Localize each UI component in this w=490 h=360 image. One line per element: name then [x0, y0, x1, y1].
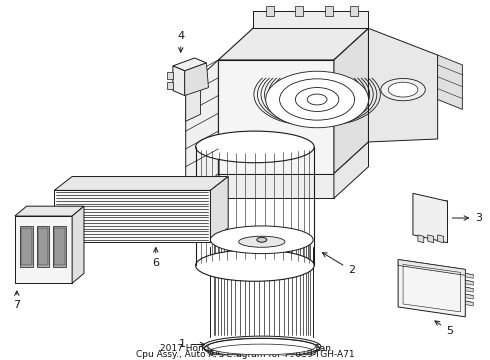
- Polygon shape: [334, 142, 368, 198]
- Ellipse shape: [388, 82, 418, 97]
- Polygon shape: [398, 260, 465, 275]
- Text: Cpu Assy., Auto A/C Diagram for 79610-TGH-A71: Cpu Assy., Auto A/C Diagram for 79610-TG…: [136, 350, 354, 359]
- Text: 2: 2: [322, 253, 355, 275]
- Polygon shape: [167, 82, 173, 89]
- Polygon shape: [466, 273, 473, 278]
- Polygon shape: [219, 28, 368, 60]
- Polygon shape: [37, 226, 49, 267]
- Polygon shape: [413, 193, 447, 243]
- Polygon shape: [466, 294, 473, 299]
- Polygon shape: [212, 354, 222, 360]
- Polygon shape: [287, 354, 296, 360]
- Text: 6: 6: [152, 248, 159, 269]
- Polygon shape: [418, 235, 424, 243]
- Polygon shape: [38, 228, 49, 265]
- Polygon shape: [185, 63, 208, 95]
- Polygon shape: [53, 226, 66, 267]
- Polygon shape: [466, 280, 473, 285]
- Polygon shape: [219, 60, 334, 174]
- Polygon shape: [438, 235, 443, 243]
- Polygon shape: [227, 354, 237, 360]
- Polygon shape: [20, 226, 33, 267]
- Bar: [325, 6, 333, 15]
- Polygon shape: [219, 174, 334, 198]
- Polygon shape: [167, 72, 173, 79]
- Polygon shape: [368, 28, 438, 142]
- Ellipse shape: [266, 71, 368, 128]
- Polygon shape: [54, 228, 65, 265]
- Polygon shape: [21, 228, 32, 265]
- Polygon shape: [173, 58, 206, 71]
- Polygon shape: [466, 287, 473, 292]
- Text: 2017 Honda Civic Blower Motor & Fan: 2017 Honda Civic Blower Motor & Fan: [160, 344, 330, 353]
- Polygon shape: [15, 206, 84, 216]
- Polygon shape: [173, 66, 185, 95]
- Ellipse shape: [239, 236, 285, 247]
- Text: 5: 5: [435, 321, 453, 336]
- Ellipse shape: [208, 338, 316, 355]
- Polygon shape: [15, 216, 72, 283]
- Polygon shape: [334, 28, 368, 174]
- Polygon shape: [186, 60, 219, 203]
- Polygon shape: [186, 83, 200, 121]
- Ellipse shape: [196, 131, 314, 163]
- Ellipse shape: [381, 78, 425, 101]
- Text: 1: 1: [179, 339, 205, 350]
- Polygon shape: [428, 235, 434, 243]
- Ellipse shape: [210, 226, 313, 253]
- Text: 4: 4: [177, 31, 184, 52]
- Polygon shape: [54, 176, 228, 190]
- Polygon shape: [398, 260, 465, 317]
- Polygon shape: [210, 176, 228, 242]
- Polygon shape: [72, 206, 84, 283]
- Polygon shape: [438, 55, 463, 109]
- Ellipse shape: [203, 336, 321, 357]
- Bar: [295, 6, 303, 15]
- Polygon shape: [301, 354, 311, 360]
- Bar: [266, 6, 273, 15]
- Polygon shape: [54, 190, 210, 242]
- Text: 7: 7: [13, 291, 21, 310]
- Text: 3: 3: [452, 213, 482, 223]
- Ellipse shape: [257, 237, 267, 242]
- Ellipse shape: [196, 249, 314, 281]
- Polygon shape: [253, 10, 368, 28]
- Bar: [350, 6, 358, 15]
- Polygon shape: [466, 301, 473, 306]
